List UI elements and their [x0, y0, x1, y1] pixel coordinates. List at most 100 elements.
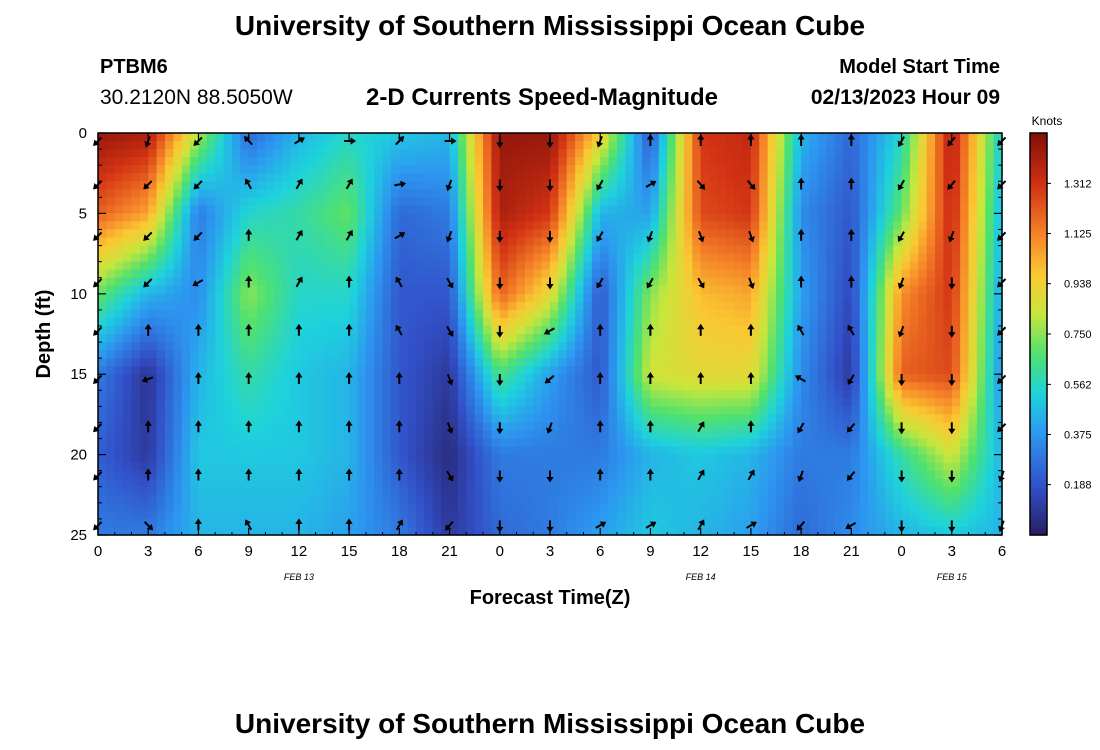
heatmap-cell [508, 438, 518, 448]
heatmap-cell [625, 205, 635, 214]
heatmap-cell [474, 213, 484, 223]
heatmap-cell [826, 366, 836, 375]
heatmap-cell [290, 430, 300, 440]
heatmap-cell [566, 334, 576, 343]
heatmap-cell [324, 157, 333, 166]
heatmap-cell [332, 245, 342, 255]
heatmap-cell [868, 173, 878, 182]
heatmap-cell [148, 334, 158, 343]
heatmap-cell [365, 157, 375, 166]
heatmap-cell [842, 261, 852, 271]
heatmap-cell [692, 342, 702, 351]
heatmap-cell [349, 526, 359, 536]
heatmap-cell [298, 486, 308, 496]
heatmap-cell [776, 502, 785, 512]
heatmap-cell [801, 350, 811, 359]
heatmap-cell [792, 229, 802, 239]
heatmap-cell [734, 358, 744, 367]
heatmap-cell [491, 301, 501, 311]
heatmap-cell [784, 414, 794, 424]
heatmap-cell [432, 269, 442, 279]
heatmap-cell [901, 438, 911, 448]
heatmap-cell [717, 205, 727, 214]
heatmap-cell [842, 502, 852, 512]
heatmap-cell [524, 181, 534, 190]
heatmap-cell [181, 406, 191, 415]
heatmap-cell [139, 301, 149, 311]
heatmap-cell [792, 334, 802, 343]
heatmap-cell [365, 221, 375, 231]
heatmap-cell [282, 406, 292, 415]
heatmap-cell [148, 422, 158, 432]
heatmap-cell [717, 518, 727, 528]
heatmap-cell [558, 165, 568, 174]
heatmap-cell [533, 446, 543, 456]
heatmap-cell [164, 325, 174, 335]
heatmap-cell [600, 366, 610, 375]
heatmap-cell [550, 285, 559, 295]
heatmap-cell [407, 173, 417, 182]
heatmap-cell [190, 406, 200, 415]
heatmap-cell [566, 317, 576, 327]
heatmap-cell [600, 253, 610, 263]
heatmap-cell [700, 197, 710, 206]
heatmap-cell [700, 293, 710, 303]
heatmap-cell [600, 502, 610, 512]
heatmap-cell [834, 510, 844, 520]
heatmap-cell [215, 510, 225, 520]
heatmap-cell [106, 157, 116, 166]
heatmap-cell [273, 317, 283, 327]
heatmap-cell [868, 454, 878, 464]
heatmap-cell [683, 478, 693, 488]
heatmap-cell [123, 382, 133, 391]
heatmap-cell [114, 293, 124, 303]
heatmap-cell [499, 422, 509, 432]
heatmap-cell [131, 237, 141, 247]
heatmap-cell [725, 253, 735, 263]
heatmap-cell [483, 398, 493, 407]
heatmap-cell [516, 382, 526, 391]
heatmap-cell [340, 478, 350, 488]
heatmap-cell [868, 406, 878, 415]
heatmap-cell [324, 334, 333, 343]
heatmap-cell [273, 221, 283, 231]
heatmap-cell [742, 173, 752, 182]
heatmap-cell [734, 173, 744, 182]
heatmap-cell [123, 350, 133, 359]
heatmap-cell [616, 277, 626, 287]
heatmap-cell [223, 141, 233, 150]
heatmap-cell [290, 470, 300, 480]
heatmap-cell [123, 309, 133, 319]
heatmap-cell [382, 398, 392, 407]
heatmap-cell [566, 285, 576, 295]
heatmap-cell [734, 293, 744, 303]
heatmap-cell [273, 133, 283, 142]
heatmap-cell [717, 165, 727, 174]
heatmap-cell [365, 165, 375, 174]
heatmap-cell [516, 149, 526, 158]
heatmap-cell [290, 486, 300, 496]
heatmap-cell [759, 414, 769, 424]
heatmap-cell [926, 309, 936, 319]
heatmap-cell [524, 189, 534, 198]
heatmap-cell [725, 438, 735, 448]
heatmap-cell [826, 478, 836, 488]
heatmap-cell [742, 422, 752, 432]
heatmap-cell [441, 430, 451, 440]
heatmap-cell [767, 181, 777, 190]
heatmap-cell [474, 422, 484, 432]
heatmap-cell [181, 301, 191, 311]
heatmap-cell [700, 309, 710, 319]
heatmap-cell [382, 462, 392, 472]
heatmap-cell [248, 374, 258, 383]
heatmap-cell [767, 245, 777, 255]
heatmap-cell [131, 309, 141, 319]
heatmap-cell [633, 502, 643, 512]
heatmap-cell [591, 470, 601, 480]
heatmap-cell [725, 317, 735, 327]
heatmap-cell [173, 526, 183, 536]
heatmap-cell [767, 342, 777, 351]
heatmap-cell [801, 277, 811, 287]
heatmap-cell [591, 486, 601, 496]
heatmap-cell [625, 350, 635, 359]
